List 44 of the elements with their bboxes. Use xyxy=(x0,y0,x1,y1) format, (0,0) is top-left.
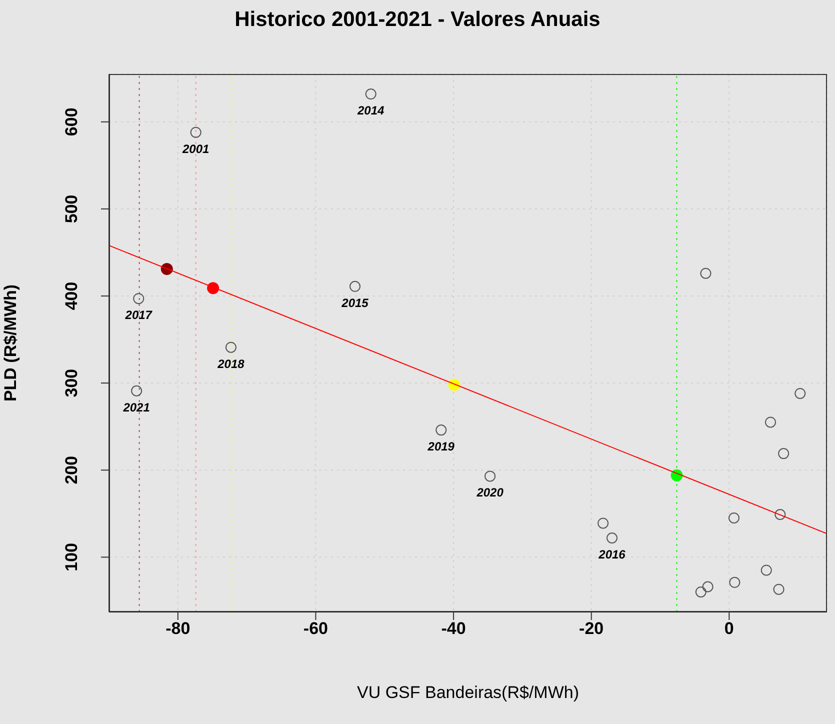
x-tick-label: -80 xyxy=(166,619,190,638)
point xyxy=(760,564,772,576)
point xyxy=(728,512,740,524)
x-tick-label: -60 xyxy=(303,619,328,638)
point xyxy=(773,584,784,595)
point xyxy=(225,342,236,353)
point xyxy=(700,268,712,279)
point xyxy=(349,280,360,292)
point xyxy=(484,470,496,482)
y-tick-label: 600 xyxy=(62,108,81,136)
y-tick-label: 400 xyxy=(62,282,81,310)
annotation: 2017 xyxy=(124,308,154,322)
chart-title: Historico 2001-2021 - Valores Anuais xyxy=(234,8,602,32)
annotation: 2020 xyxy=(476,486,504,500)
y-tick-label: 100 xyxy=(62,542,81,572)
point xyxy=(729,576,740,588)
annotation: 2014 xyxy=(356,104,385,118)
annotation: 2016 xyxy=(598,548,626,562)
annotation: 2018 xyxy=(216,356,245,371)
point xyxy=(778,448,790,460)
y-tick-label: 300 xyxy=(62,368,81,398)
point xyxy=(794,388,806,399)
point xyxy=(133,293,144,304)
x-tick-label: -40 xyxy=(441,619,466,638)
x-axis-title: VU GSF Bandeiras(R$/MWh) xyxy=(357,683,579,702)
y-tick-label: 200 xyxy=(62,456,81,484)
annotation: 2015 xyxy=(340,296,369,310)
annotation: 2019 xyxy=(426,440,455,454)
point xyxy=(606,532,618,544)
x-tick-label: -20 xyxy=(579,619,604,638)
point xyxy=(598,518,609,529)
annotation: 2001 xyxy=(181,142,210,156)
point xyxy=(764,416,776,428)
y-axis-title: PLD (R$/MWh) xyxy=(1,284,20,402)
point xyxy=(131,385,142,396)
point xyxy=(702,581,714,592)
point xyxy=(190,126,202,138)
annotation: 2021 xyxy=(122,400,150,414)
x-tick-label: 0 xyxy=(724,619,734,638)
point xyxy=(695,586,706,598)
y-tick-label: 500 xyxy=(62,194,81,224)
point xyxy=(774,509,786,520)
point xyxy=(365,88,376,100)
point xyxy=(436,424,447,436)
